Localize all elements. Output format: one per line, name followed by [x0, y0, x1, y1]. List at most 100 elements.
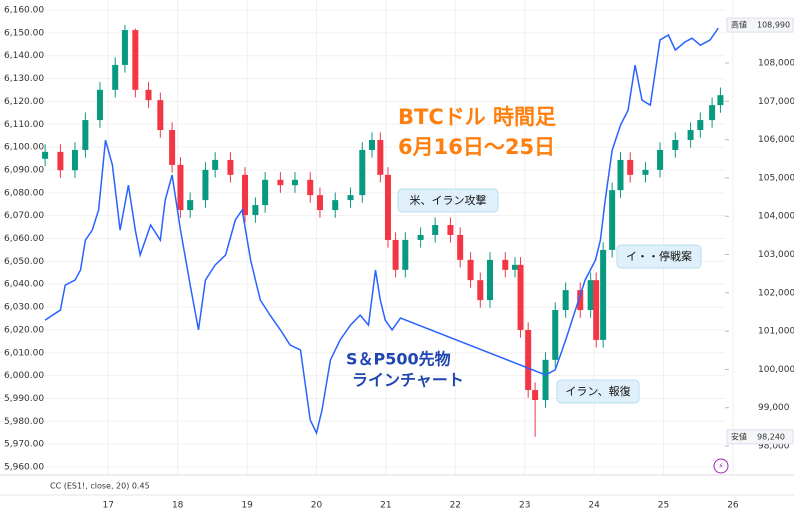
y-tick-label: 6,040.00 [4, 280, 44, 290]
indicator-label: CC (ES1!, close, 20) 0.45 [50, 482, 150, 491]
candle-body [609, 190, 616, 250]
y-tick-label: 6,120.00 [4, 97, 44, 107]
y2-tick-label: 100,000 [758, 365, 794, 375]
y-tick-label: 6,100.00 [4, 143, 44, 153]
y-tick-label: 6,090.00 [4, 165, 44, 175]
candle-body [316, 195, 323, 211]
candle-body [71, 149, 78, 171]
x-tick-label: 19 [241, 501, 253, 511]
candle-body [392, 239, 399, 270]
x-tick-label: 21 [380, 501, 391, 511]
candle-body [502, 259, 509, 270]
candle-body [457, 234, 464, 260]
y-tick-label: 6,110.00 [4, 120, 44, 130]
line-label: ラインチャート [352, 371, 464, 390]
y-tick-label: 5,990.00 [4, 394, 44, 404]
line-series [44, 27, 719, 436]
x-tick-label: 17 [103, 501, 114, 511]
candle-body [82, 120, 89, 150]
candle-body [96, 89, 103, 121]
candle-body [242, 174, 249, 216]
y-tick-label: 5,980.00 [4, 417, 44, 427]
candle-body [402, 239, 409, 270]
y-tick-label: 6,000.00 [4, 371, 44, 381]
extreme-marker [726, 17, 794, 33]
candle-body [552, 310, 559, 360]
y-tick-label: 6,020.00 [4, 325, 44, 335]
candle-body [532, 390, 539, 401]
candle-body [467, 259, 474, 281]
candle-body [187, 200, 194, 211]
x-tick-label: 25 [658, 501, 669, 511]
candle-body [332, 200, 339, 211]
candle-body [145, 89, 152, 101]
callout-text: 米、イラン攻撃 [410, 193, 487, 207]
candle-body [577, 290, 584, 311]
y2-tick-label: 101,000 [758, 327, 794, 337]
candle-body [42, 151, 49, 159]
icon [713, 458, 729, 474]
y2-tick-label: 106,000 [758, 135, 794, 145]
y-tick-label: 6,010.00 [4, 348, 44, 358]
y2-tick-label: 102,000 [758, 288, 794, 298]
extreme-label: 安値 [731, 431, 747, 441]
candle-body [369, 139, 376, 150]
y2-tick-label: 103,000 [758, 250, 794, 260]
candle-body [487, 259, 494, 301]
candle-body [672, 139, 679, 150]
icon: ⚡ [718, 462, 724, 471]
x-tick-label: 26 [727, 501, 739, 511]
candle-body [657, 149, 664, 170]
y-tick-label: 6,050.00 [4, 257, 44, 267]
x-tick-label: 23 [519, 501, 530, 511]
y2-tick-label: 105,000 [758, 173, 794, 183]
y2-tick-label: 99,000 [758, 403, 790, 413]
x-tick-label: 24 [588, 501, 600, 511]
y2-tick-label: 104,000 [758, 212, 794, 222]
y2-tick-label: 108,000 [758, 59, 794, 69]
callout-box [556, 379, 640, 404]
candle-body [517, 264, 524, 330]
y-tick-label: 5,970.00 [4, 440, 44, 450]
candle-body [121, 30, 128, 65]
candle-body [157, 100, 164, 131]
chart-title: BTCドル 時間足 [398, 105, 556, 129]
y-tick-label: 6,070.00 [4, 211, 44, 221]
extreme-value: 108,990 [757, 21, 790, 30]
candle-body [617, 159, 624, 191]
candle-body [709, 105, 716, 121]
candle-body [697, 120, 704, 131]
candle-body [447, 225, 454, 235]
candle-body [627, 159, 634, 175]
candle-body [359, 149, 366, 196]
candle-body [542, 359, 549, 401]
candle-body [262, 179, 269, 206]
candle-body [377, 139, 384, 175]
y2-tick-label: 107,000 [758, 97, 794, 107]
candle-body [212, 159, 219, 170]
candle-body [252, 205, 259, 216]
candle-body [132, 30, 139, 90]
candle-body [687, 130, 694, 140]
line-label: S＆P500先物 [346, 350, 451, 369]
candle-body [587, 280, 594, 311]
x-tick-label: 22 [450, 501, 461, 511]
candle-body [277, 179, 284, 186]
callout-box [397, 188, 499, 213]
y-tick-label: 6,030.00 [4, 303, 44, 313]
y-tick-label: 6,140.00 [4, 51, 44, 61]
candle-body [112, 64, 119, 90]
candle-body [511, 264, 518, 270]
candle-body [57, 151, 64, 171]
y-tick-label: 6,160.00 [4, 6, 44, 16]
chart-subtitle: 6月16日〜25日 [398, 135, 555, 159]
y-tick-label: 6,150.00 [4, 28, 44, 38]
candle-body [593, 280, 600, 340]
candle-body [202, 169, 209, 201]
extreme-label: 高値 [731, 20, 747, 30]
y-tick-label: 5,960.00 [4, 463, 44, 473]
candle-body [477, 280, 484, 301]
y-tick-label: 6,060.00 [4, 234, 44, 244]
y-tick-label: 6,080.00 [4, 188, 44, 198]
